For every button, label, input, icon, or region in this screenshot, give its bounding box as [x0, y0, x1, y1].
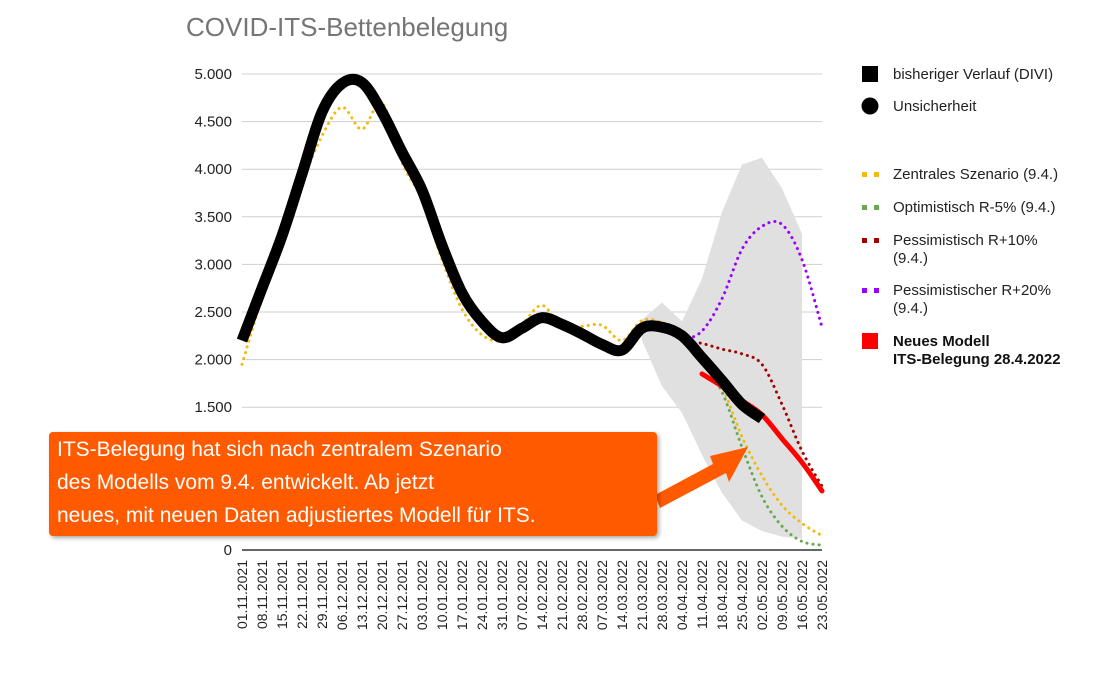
x-tick-label: 28.03.2022: [654, 560, 670, 630]
y-tick-label: 4.000: [194, 161, 232, 178]
legend: bisheriger Verlauf (DIVI) Unsicherheit Zen…: [861, 66, 1061, 368]
x-tick-label: 08.11.2021: [254, 560, 270, 629]
legend-marker-dot: [862, 205, 867, 210]
legend-marker-dot: [862, 238, 867, 243]
y-tick-label: 1.500: [194, 399, 232, 416]
legend-marker-dot: [862, 172, 867, 177]
series-pessimistisch-20-line: [680, 219, 824, 343]
y-tick-label: 3.000: [194, 256, 232, 273]
series-zentral-line: [240, 100, 824, 538]
legend-label: Pessimistisch R+10%: [893, 232, 1038, 249]
x-tick-label: 06.12.2021: [334, 560, 350, 630]
x-tick-label: 27.12.2021: [394, 560, 410, 630]
y-tick-label: 5.000: [194, 66, 232, 83]
legend-marker-dot: [874, 288, 879, 293]
legend-label: Pessimistischer R+20%: [893, 282, 1051, 299]
x-tick-label: 18.04.2022: [714, 560, 730, 630]
legend-marker-dot: [874, 238, 879, 243]
y-tick-label: 3.500: [194, 209, 232, 226]
legend-label: (9.4.): [893, 250, 928, 267]
y-tick-label: 4.500: [194, 114, 232, 131]
x-tick-label: 20.12.2021: [374, 560, 390, 630]
legend-marker-dot: [874, 172, 879, 177]
x-tick-label: 14.02.2022: [534, 560, 550, 630]
callout-line: des Modells vom 9.4. entwickelt. Ab jetz…: [57, 471, 435, 494]
legend-label: (9.4.): [893, 300, 928, 317]
x-tick-label: 14.03.2022: [614, 560, 630, 630]
y-tick-label: 0: [224, 542, 232, 559]
uncertainty-band: [642, 157, 802, 539]
x-tick-label: 16.05.2022: [794, 560, 810, 630]
x-tick-label: 15.11.2021: [274, 560, 290, 629]
x-tick-label: 11.04.2022: [694, 560, 710, 629]
legend-marker-dot: [862, 288, 867, 293]
legend-marker-dot: [874, 205, 879, 210]
y-tick-label: 2.500: [194, 304, 232, 321]
x-tick-label: 21.02.2022: [554, 560, 570, 630]
x-tick-label: 24.01.2022: [474, 560, 490, 630]
x-tick-label: 29.11.2021: [314, 560, 330, 629]
legend-marker-square: [862, 333, 878, 349]
legend-label: Neues Modell: [893, 333, 990, 350]
callout-line: ITS-Belegung hat sich nach zentralem Sze…: [57, 438, 502, 461]
y-axis-ticks: 0 1.500 2.000 2.500 3.000 3.500 4.000 4.500 5.00…: [194, 66, 232, 559]
legend-marker-square: [862, 66, 878, 82]
x-tick-label: 25.04.2022: [734, 560, 750, 630]
x-tick-label: 13.12.2021: [354, 560, 370, 630]
legend-label: Zentrales Szenario (9.4.): [893, 166, 1058, 183]
x-tick-label: 17.01.2022: [454, 560, 470, 630]
gridlines: [242, 73, 822, 551]
x-tick-label: 04.04.2022: [674, 560, 690, 630]
series-pessimistisch-10-line: [680, 339, 824, 488]
x-tick-label: 02.05.2022: [754, 560, 770, 630]
legend-label: ITS-Belegung 28.4.2022: [893, 351, 1061, 368]
x-tick-label: 21.03.2022: [634, 560, 650, 630]
series-lines: [236, 73, 825, 547]
legend-label: Optimistisch R-5% (9.4.): [893, 199, 1056, 216]
callout-arrow: [655, 447, 748, 508]
callout-arrow-shape: [655, 447, 748, 508]
x-tick-label: 23.05.2022: [814, 560, 830, 630]
x-axis-ticks: 01.11.2021 08.11.2021 15.11.2021 22.11.2021…: [234, 560, 830, 630]
callout-line: neues, mit neuen Daten adjustiertes Mode…: [57, 504, 536, 527]
x-tick-label: 07.03.2022: [594, 560, 610, 630]
legend-label: bisheriger Verlauf (DIVI): [893, 66, 1053, 83]
x-tick-label: 10.01.2022: [434, 560, 450, 630]
uncertainty-band-area: [642, 157, 802, 539]
y-tick-label: 2.000: [194, 352, 232, 369]
x-tick-label: 28.02.2022: [574, 560, 590, 630]
series-divi-line: [236, 73, 766, 424]
x-tick-label: 07.02.2022: [514, 560, 530, 630]
x-tick-label: 09.05.2022: [774, 560, 790, 630]
x-tick-label: 03.01.2022: [414, 560, 430, 630]
x-tick-label: 22.11.2021: [294, 560, 310, 629]
legend-label: Unsicherheit: [893, 98, 977, 115]
legend-marker-circle: [861, 97, 879, 115]
x-tick-label: 31.01.2022: [494, 560, 510, 630]
chart-title: COVID-ITS-Bettenbelegung: [186, 12, 508, 42]
annotation-callout: ITS-Belegung hat sich nach zentralem Sze…: [49, 432, 657, 536]
x-tick-label: 01.11.2021: [234, 560, 250, 629]
